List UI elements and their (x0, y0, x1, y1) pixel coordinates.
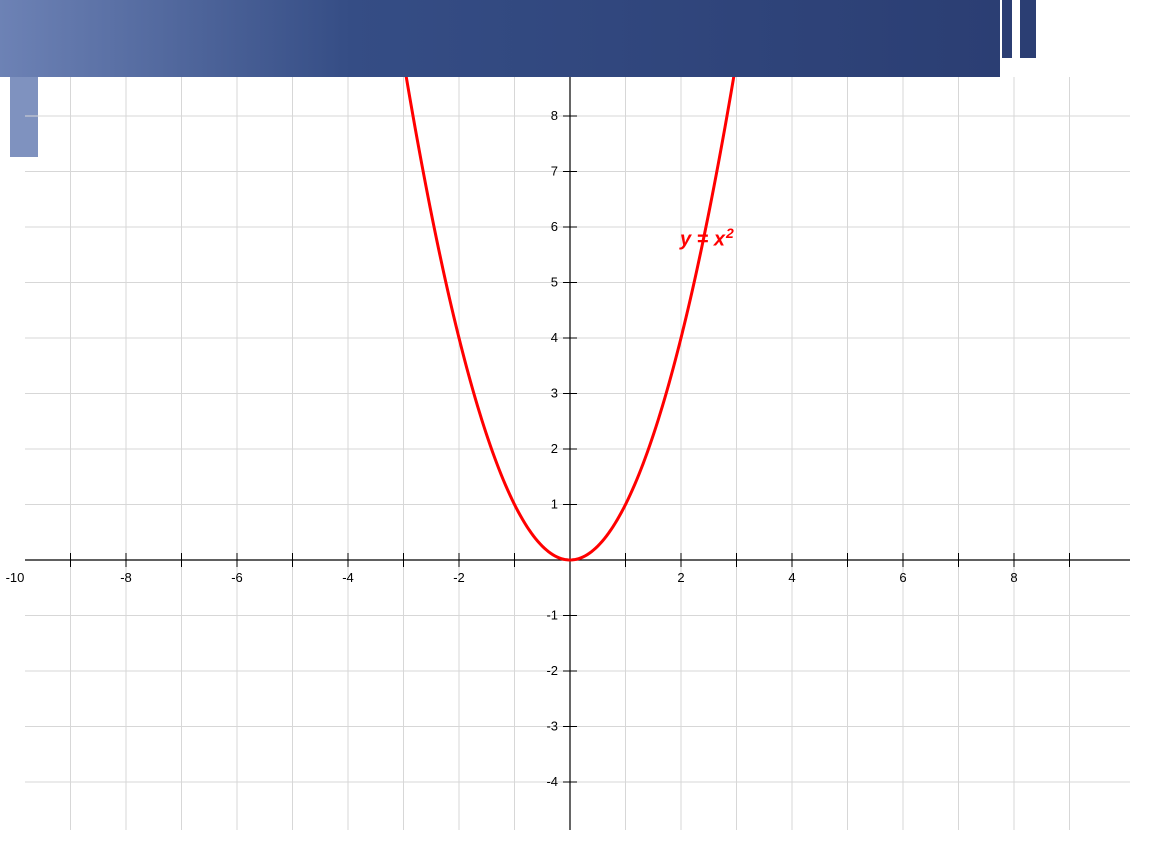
x-tick-label: -10 (6, 570, 25, 585)
y-tick-label: 4 (551, 330, 558, 345)
x-tick-label: -6 (231, 570, 243, 585)
y-tick-label: 7 (551, 164, 558, 179)
y-tick-label: 6 (551, 219, 558, 234)
equation-exp: 2 (726, 225, 734, 241)
y-tick-label: -2 (546, 663, 558, 678)
y-tick-label: 8 (551, 108, 558, 123)
x-tick-label: 8 (1010, 570, 1017, 585)
y-tick-label: 5 (551, 275, 558, 290)
x-tick-label: 4 (788, 570, 795, 585)
equation-label: y = x2 (680, 225, 734, 252)
y-tick-label: -3 (546, 719, 558, 734)
slide: -10-8-6-4-22468-4-3-2-112345678 y = x2 (0, 0, 1150, 864)
chart-svg: -10 -8 -6 -4 -2 2 4 6 8 -4 -3 -2 -1 1 2 3 4 5 6 7 8 (0, 0, 1150, 864)
x-tick-label: -2 (453, 570, 465, 585)
x-tick-label: 2 (677, 570, 684, 585)
y-tick-label: -1 (546, 608, 558, 623)
x-tick-label: 6 (899, 570, 906, 585)
x-tick-label: -4 (342, 570, 354, 585)
y-tick-label: -4 (546, 774, 558, 789)
y-tick-label: 3 (551, 386, 558, 401)
y-tick-label: 2 (551, 441, 558, 456)
y-tick-label: 1 (551, 497, 558, 512)
parabola-chart: -10 -8 -6 -4 -2 2 4 6 8 -4 -3 -2 -1 1 2 3 4 5 6 7 8 (0, 0, 1150, 864)
equation-base: y = x (680, 229, 725, 251)
x-tick-label: -8 (120, 570, 132, 585)
